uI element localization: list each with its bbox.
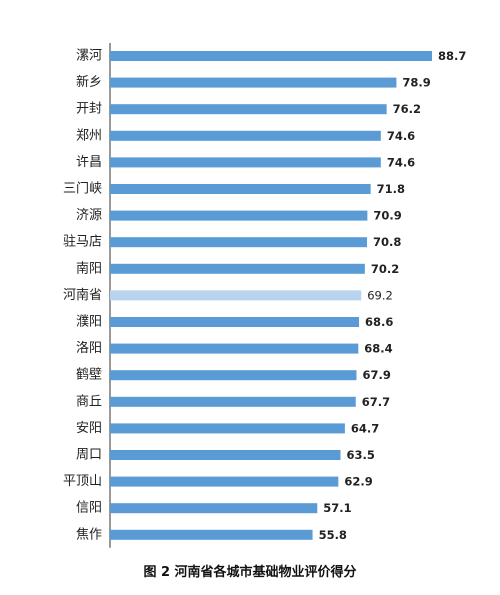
category-label: 安阳 xyxy=(76,421,102,436)
value-label: 57.1 xyxy=(323,501,351,515)
bar xyxy=(110,130,381,141)
value-label: 62.9 xyxy=(344,475,372,489)
category-label: 南阳 xyxy=(76,260,102,276)
category-label: 信阳 xyxy=(76,501,102,516)
category-label: 漯河 xyxy=(76,49,102,64)
value-label: 70.9 xyxy=(373,209,401,223)
value-label: 69.2 xyxy=(367,288,393,302)
bar xyxy=(110,157,381,168)
value-label: 63.5 xyxy=(347,448,375,462)
category-label: 商丘 xyxy=(76,394,102,409)
category-label: 郑州 xyxy=(76,128,102,143)
category-label: 周口 xyxy=(76,448,102,463)
bar xyxy=(110,77,397,88)
value-label: 88.7 xyxy=(438,49,466,63)
bar xyxy=(110,476,339,487)
bar xyxy=(110,210,368,221)
category-label: 焦作 xyxy=(76,527,102,542)
value-label: 64.7 xyxy=(351,421,379,435)
bars-group xyxy=(110,51,432,540)
bar xyxy=(110,450,341,460)
value-label: 74.6 xyxy=(387,129,415,143)
bar xyxy=(110,370,357,381)
value-label: 71.8 xyxy=(377,182,405,196)
bar xyxy=(110,104,387,115)
bar xyxy=(110,423,345,434)
bar xyxy=(110,529,313,540)
category-label: 济源 xyxy=(76,208,102,223)
category-label: 河南省 xyxy=(63,287,102,303)
bar xyxy=(110,237,368,248)
value-label: 74.6 xyxy=(387,155,415,169)
value-label: 67.9 xyxy=(362,368,390,382)
value-label: 70.2 xyxy=(371,262,399,276)
value-label: 70.8 xyxy=(373,235,401,249)
bar xyxy=(110,290,362,301)
bar xyxy=(110,503,318,514)
category-label: 驻马店 xyxy=(63,235,102,250)
bar xyxy=(110,263,365,274)
bar xyxy=(110,343,359,354)
category-labels-group: 漯河新乡开封郑州许昌三门峡济源驻马店南阳河南省濮阳洛阳鹤壁商丘安阳周口平顶山信阳… xyxy=(63,49,102,543)
bar xyxy=(110,317,360,327)
value-label: 67.7 xyxy=(362,395,390,409)
figure-caption: 图 2 河南省各城市基础物业评价得分 xyxy=(143,565,357,580)
category-label: 洛阳 xyxy=(76,341,102,356)
category-label: 鹤壁 xyxy=(76,367,102,383)
bar xyxy=(110,184,371,194)
category-label: 新乡 xyxy=(76,74,102,90)
category-label: 许昌 xyxy=(76,155,102,170)
value-label: 68.6 xyxy=(365,315,393,329)
value-label: 76.2 xyxy=(393,102,421,116)
value-labels-group: 88.7 78.9 76.2 74.6 74.6 71.8 70.9 70.8 70.2 69.2… xyxy=(319,49,467,542)
category-label: 平顶山 xyxy=(63,474,102,489)
value-label: 78.9 xyxy=(402,76,430,90)
value-label: 55.8 xyxy=(319,528,347,542)
bar xyxy=(110,396,356,407)
category-label: 开封 xyxy=(76,102,102,117)
category-label: 三门峡 xyxy=(63,182,102,197)
value-label: 68.4 xyxy=(364,342,392,356)
category-label: 濮阳 xyxy=(76,315,102,330)
bar xyxy=(110,51,432,61)
